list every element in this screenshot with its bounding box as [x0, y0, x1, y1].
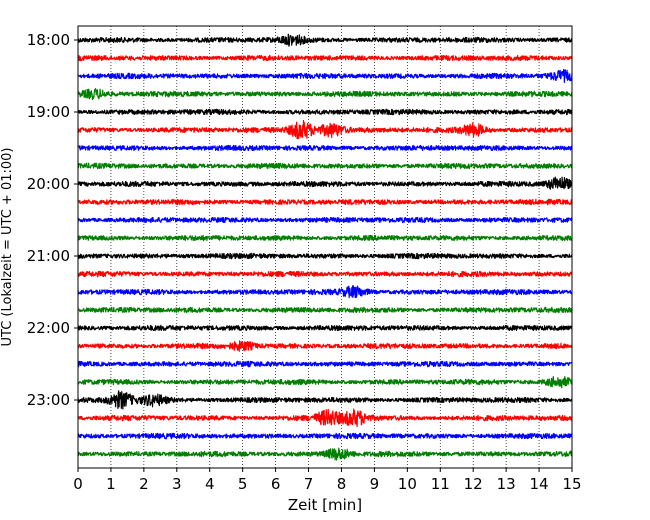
seismogram-trace-2145	[77, 306, 573, 314]
y-tick-label: 19:00	[27, 103, 70, 121]
x-tick-label: 1	[106, 475, 116, 493]
x-tick-label: 2	[139, 475, 149, 493]
y-axis-title: UTC (Lokalzeit = UTC + 01:00)	[0, 148, 15, 347]
seismogram-trace-1845	[77, 88, 573, 101]
x-tick-label: 8	[337, 475, 347, 493]
x-tick-label: 12	[464, 475, 483, 493]
seismogram-trace-2300	[77, 390, 573, 410]
seismogram-trace-2115	[77, 270, 573, 278]
x-tick-label: 14	[530, 475, 549, 493]
seismogram-trace-2015	[77, 198, 573, 206]
seismogram-trace-1800	[77, 33, 573, 47]
seismogram-trace-2315	[77, 408, 573, 428]
x-tick-label: 3	[172, 475, 182, 493]
seismogram-trace-1830	[77, 69, 573, 83]
seismogram-trace-2000	[77, 176, 573, 190]
seismogram-trace-2200	[77, 324, 573, 332]
x-tick-label: 0	[73, 475, 83, 493]
x-tick-label: 15	[562, 475, 581, 493]
seismogram-trace-2130	[77, 285, 573, 299]
seismogram-trace-2345	[77, 447, 573, 461]
x-tick-label: 7	[304, 475, 314, 493]
x-axis-ticks: 0 1 2 3 4 5 6 7 8 9 10 11 12 13 14 15	[73, 468, 582, 493]
seismogram-trace-2330	[77, 432, 573, 440]
seismogram-trace-1915	[77, 119, 573, 140]
x-tick-label: 10	[398, 475, 417, 493]
x-tick-label: 4	[205, 475, 215, 493]
seismogram-trace-1930	[77, 144, 573, 152]
seismogram-trace-2230	[77, 360, 573, 368]
plot-frame	[77, 25, 573, 469]
y-tick-label: 20:00	[27, 175, 70, 193]
x-tick-label: 9	[370, 475, 380, 493]
x-tick-label: 11	[431, 475, 450, 493]
seismogram-trace-2045	[77, 234, 573, 242]
y-axis-ticks: 18:00 19:00 20:00 21:00 22:00 23:00	[27, 31, 78, 409]
x-tick-label: 6	[271, 475, 281, 493]
seismogram-trace-2215	[77, 340, 573, 352]
seismogram-trace-1815	[77, 54, 573, 62]
seismogram-trace-2245	[77, 376, 573, 389]
seismogram-trace-2100	[77, 252, 573, 260]
y-tick-label: 22:00	[27, 319, 70, 337]
seismogram-trace-1945	[77, 162, 573, 170]
seismogram-trace-2030	[77, 216, 573, 224]
x-tick-label: 5	[238, 475, 248, 493]
x-axis-title: Zeit [min]	[288, 496, 362, 514]
y-tick-label: 18:00	[27, 31, 70, 49]
y-tick-label: 21:00	[27, 247, 70, 265]
traces	[77, 33, 573, 461]
seismogram-trace-1900	[77, 108, 573, 116]
x-tick-label: 13	[497, 475, 516, 493]
y-tick-label: 23:00	[27, 391, 70, 409]
